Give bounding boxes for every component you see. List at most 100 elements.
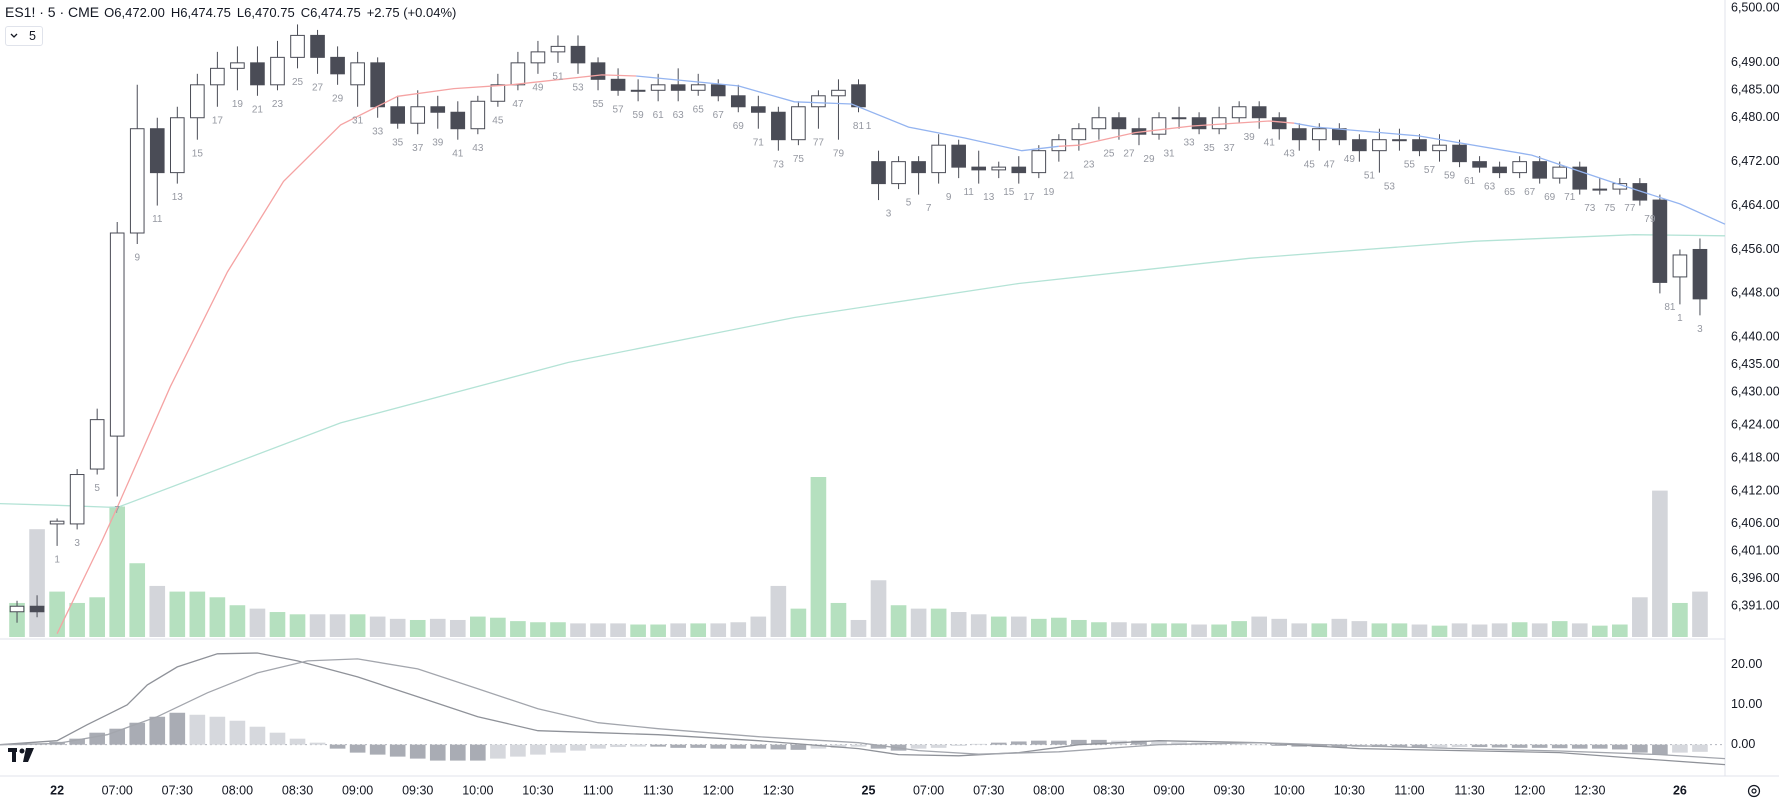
volume-bar — [630, 624, 646, 637]
y-tick-label: 6,424.00 — [1731, 417, 1779, 431]
macd-histogram-bar — [1051, 740, 1067, 745]
ohlc-c: C6,474.75 — [301, 5, 364, 20]
macd-histogram-bar — [289, 738, 306, 745]
volume-bar — [1511, 622, 1528, 637]
volume-bar — [269, 612, 286, 637]
settings-icon[interactable] — [1747, 784, 1761, 798]
bar-number: 21 — [252, 104, 264, 115]
bar-number: 67 — [713, 110, 725, 121]
bar-number: 39 — [432, 137, 444, 148]
time-tick-label: 07:30 — [973, 783, 1004, 797]
volume-bar — [1271, 618, 1288, 637]
y-tick-label: 6,490.00 — [1731, 55, 1779, 69]
candle-body — [190, 84, 205, 119]
volume-bar — [1612, 624, 1628, 637]
candle-body — [1332, 128, 1347, 141]
bar-number: 79 — [1644, 214, 1656, 225]
volume-bar — [89, 597, 105, 637]
macd-histogram-bar — [710, 744, 727, 749]
time-tick-label: 09:30 — [402, 783, 433, 797]
y-tick-label: 6,448.00 — [1731, 286, 1779, 300]
candle-body — [149, 128, 165, 174]
ohlc-h: H6,474.75 — [171, 5, 234, 20]
time-tick-label: 11:00 — [583, 783, 613, 797]
candle-body — [650, 84, 666, 91]
candle-body — [1231, 106, 1247, 119]
candle-body — [530, 51, 546, 64]
macd-histogram-bar — [1551, 744, 1568, 749]
interval-button[interactable]: 5 — [5, 26, 43, 46]
candle-body — [510, 62, 526, 86]
volume-bar — [209, 597, 226, 637]
volume-bar — [470, 616, 486, 637]
time-tick-label: 12:00 — [703, 783, 734, 797]
macd-histogram-bar — [550, 744, 566, 753]
bar-number: 67 — [1524, 187, 1536, 198]
macd-histogram-bar — [1471, 744, 1488, 748]
macd-histogram-bar — [1431, 744, 1448, 748]
candle-body — [230, 62, 245, 69]
volume-bar — [970, 614, 987, 637]
tradingview-logo[interactable] — [8, 748, 34, 762]
candle-body — [250, 62, 265, 86]
candle-body — [169, 117, 185, 174]
candle-body — [1071, 128, 1087, 141]
volume-bar — [409, 619, 426, 637]
candle-body — [610, 78, 626, 91]
candle-body — [891, 161, 906, 185]
candle-body — [410, 106, 426, 124]
label: O — [104, 5, 115, 20]
volume-bar — [850, 619, 867, 637]
macd-histogram-bar — [1511, 744, 1528, 748]
volume-bar — [1692, 591, 1708, 637]
macd-histogram-bar — [1271, 744, 1288, 746]
volume-bar — [1051, 617, 1067, 637]
macd-histogram-bar — [1030, 740, 1047, 745]
bar-number: 13 — [983, 192, 995, 203]
volume-bar — [770, 585, 787, 637]
candle-body — [9, 605, 25, 613]
candle-body — [1311, 128, 1327, 141]
candle-body — [1552, 166, 1568, 179]
candle-body — [370, 62, 385, 108]
time-tick-label: 10:00 — [1274, 783, 1305, 797]
macd-histogram-bar — [1571, 744, 1588, 749]
bar-number: 15 — [192, 148, 204, 159]
value: 6,470.75 — [244, 5, 295, 20]
bar-number: 57 — [1424, 165, 1436, 176]
y-tick-label: 6,440.00 — [1731, 330, 1779, 344]
bar-number: 31 — [352, 115, 364, 126]
candle-body — [1191, 117, 1207, 130]
volume-bar — [1291, 623, 1308, 637]
macd-histogram-bar — [1071, 739, 1087, 745]
macd-histogram-bar — [1251, 744, 1268, 746]
macd-histogram-bar — [670, 744, 686, 748]
candle-body — [590, 62, 606, 80]
candle-body — [69, 474, 85, 525]
volume-bar — [189, 591, 206, 637]
macd-histogram-bar — [690, 744, 707, 748]
macd-histogram-bar — [1692, 744, 1708, 752]
y-tick-label: 6,435.00 — [1731, 357, 1779, 371]
y-tick-label: 6,430.00 — [1731, 384, 1779, 398]
symbol[interactable]: ES1! · 5 · CME — [5, 4, 100, 20]
volume-bar — [1010, 616, 1027, 637]
volume-bar — [389, 618, 406, 637]
time-tick-label: 10:30 — [522, 783, 553, 797]
candle-body — [1572, 166, 1588, 190]
bar-number: 49 — [1344, 154, 1356, 165]
bar-number: 77 — [813, 137, 825, 148]
bar-number: 45 — [492, 115, 504, 126]
candle-body — [450, 111, 466, 130]
volume-bar — [369, 616, 386, 637]
candle-body — [470, 100, 486, 130]
bar-number: 65 — [693, 104, 705, 115]
macd-histogram-bar — [1091, 739, 1107, 745]
bar-number: 51 — [552, 71, 564, 82]
volume-bar — [670, 623, 686, 637]
label: C — [300, 5, 311, 20]
time-tick-label: 09:00 — [342, 783, 373, 797]
candle-body — [210, 67, 225, 86]
